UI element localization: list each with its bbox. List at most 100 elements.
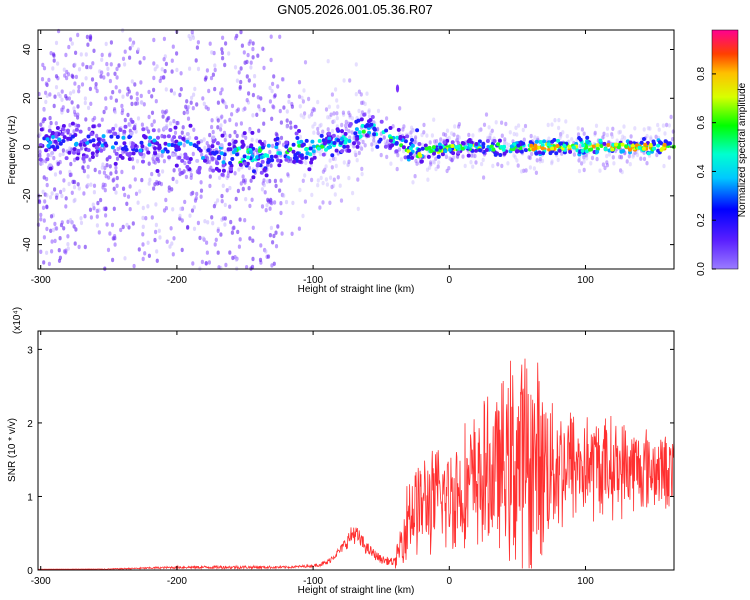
heatmap-cell — [346, 162, 350, 168]
heatmap-cell — [489, 130, 493, 136]
heatmap-cell — [133, 177, 137, 182]
heatmap-cell — [130, 144, 135, 149]
heatmap-cell — [484, 112, 489, 117]
heatmap-cell — [150, 94, 154, 99]
heatmap-cell — [639, 156, 643, 161]
heatmap-cell — [300, 143, 305, 148]
heatmap-cell — [582, 159, 586, 164]
heatmap-cell — [434, 166, 438, 172]
heatmap-cell — [219, 127, 223, 132]
heatmap-cell — [318, 152, 322, 157]
heatmap-cell — [405, 134, 410, 139]
heatmap-cell — [550, 159, 554, 164]
heatmap-cell — [450, 140, 455, 145]
heatmap-cell — [50, 239, 54, 244]
heatmap-cell — [39, 249, 43, 254]
heatmap-cell — [333, 192, 337, 197]
heatmap-cell — [467, 132, 471, 138]
heatmap-cell — [531, 147, 536, 152]
heatmap-cell — [587, 147, 592, 152]
heatmap-cell — [262, 167, 267, 172]
heatmap-cell — [91, 117, 95, 123]
heatmap-cell — [221, 35, 225, 40]
heatmap-cell — [150, 122, 154, 128]
heatmap-cell — [318, 123, 322, 129]
heatmap-cell — [642, 127, 646, 132]
heatmap-cell — [334, 87, 338, 92]
heatmap-cell — [482, 175, 486, 180]
heatmap-cell — [125, 92, 130, 97]
heatmap-cell — [362, 112, 367, 117]
heatmap-cell — [515, 149, 519, 154]
heatmap-cell — [326, 115, 330, 120]
heatmap-cell — [460, 141, 465, 145]
heatmap-cell — [218, 175, 222, 180]
heatmap-cell — [59, 189, 63, 195]
heatmap-cell — [135, 96, 139, 102]
heatmap-cell — [50, 130, 55, 135]
snr-series — [38, 358, 675, 571]
heatmap-cell — [348, 135, 352, 140]
heatmap-cell — [321, 169, 325, 174]
heatmap-cell — [51, 144, 55, 149]
heatmap-cell — [152, 186, 156, 191]
heatmap-cell — [170, 69, 174, 74]
heatmap-cell — [627, 154, 631, 159]
heatmap-cell — [102, 170, 106, 175]
heatmap-cell — [488, 135, 492, 141]
heatmap-cell — [591, 144, 596, 149]
heatmap-cell — [429, 160, 433, 165]
heatmap-cell — [383, 144, 388, 149]
heatmap-cell — [667, 123, 672, 128]
heatmap-cell — [248, 150, 253, 155]
heatmap-cell — [240, 139, 245, 144]
heatmap-cell — [77, 244, 81, 250]
heatmap-cell — [268, 99, 272, 104]
heatmap-cell — [354, 92, 358, 97]
heatmap-cell — [385, 154, 389, 160]
heatmap-cell — [197, 165, 202, 170]
heatmap-cell — [370, 115, 375, 119]
heatmap-cell — [328, 158, 332, 163]
heatmap-cell — [663, 131, 667, 136]
heatmap-cell — [118, 89, 122, 94]
heatmap-cell — [307, 114, 311, 119]
heatmap-cell — [48, 195, 53, 200]
heatmap-cell — [133, 82, 137, 87]
heatmap-cell — [216, 118, 220, 123]
heatmap-cell — [251, 55, 255, 60]
heatmap-cell — [84, 117, 88, 122]
heatmap-cell — [299, 139, 304, 144]
heatmap-cell — [203, 219, 207, 224]
heatmap-cell — [577, 168, 582, 174]
heatmap-cell — [178, 135, 182, 140]
heatmap-cell — [239, 29, 243, 35]
heatmap-cell — [643, 142, 648, 147]
heatmap-cell — [388, 126, 393, 130]
heatmap-cell — [598, 138, 603, 143]
heatmap-cell — [372, 126, 377, 131]
heatmap-cell — [119, 227, 123, 233]
heatmap-cell — [47, 77, 51, 83]
heatmap-cell — [504, 141, 509, 146]
heatmap-cell — [67, 96, 71, 101]
heatmap-cell — [183, 155, 188, 160]
heatmap-cell — [327, 104, 331, 110]
heatmap-cell — [426, 177, 430, 182]
heatmap-cell — [146, 204, 150, 209]
heatmap-cell — [87, 105, 91, 111]
heatmap-cell — [216, 198, 220, 203]
heatmap-cell — [172, 91, 176, 96]
heatmap-cell — [285, 109, 289, 114]
heatmap-cell — [95, 133, 99, 139]
heatmap-cell — [233, 147, 238, 152]
heatmap-cell — [82, 191, 86, 196]
heatmap-cell — [297, 143, 302, 148]
heatmap-cell — [304, 138, 309, 143]
heatmap-cell — [223, 137, 227, 143]
heatmap-cell — [581, 143, 586, 148]
heatmap-cell — [182, 110, 186, 116]
heatmap-cell — [247, 165, 251, 171]
heatmap-cell — [176, 120, 180, 126]
heatmap-cell — [455, 137, 460, 143]
